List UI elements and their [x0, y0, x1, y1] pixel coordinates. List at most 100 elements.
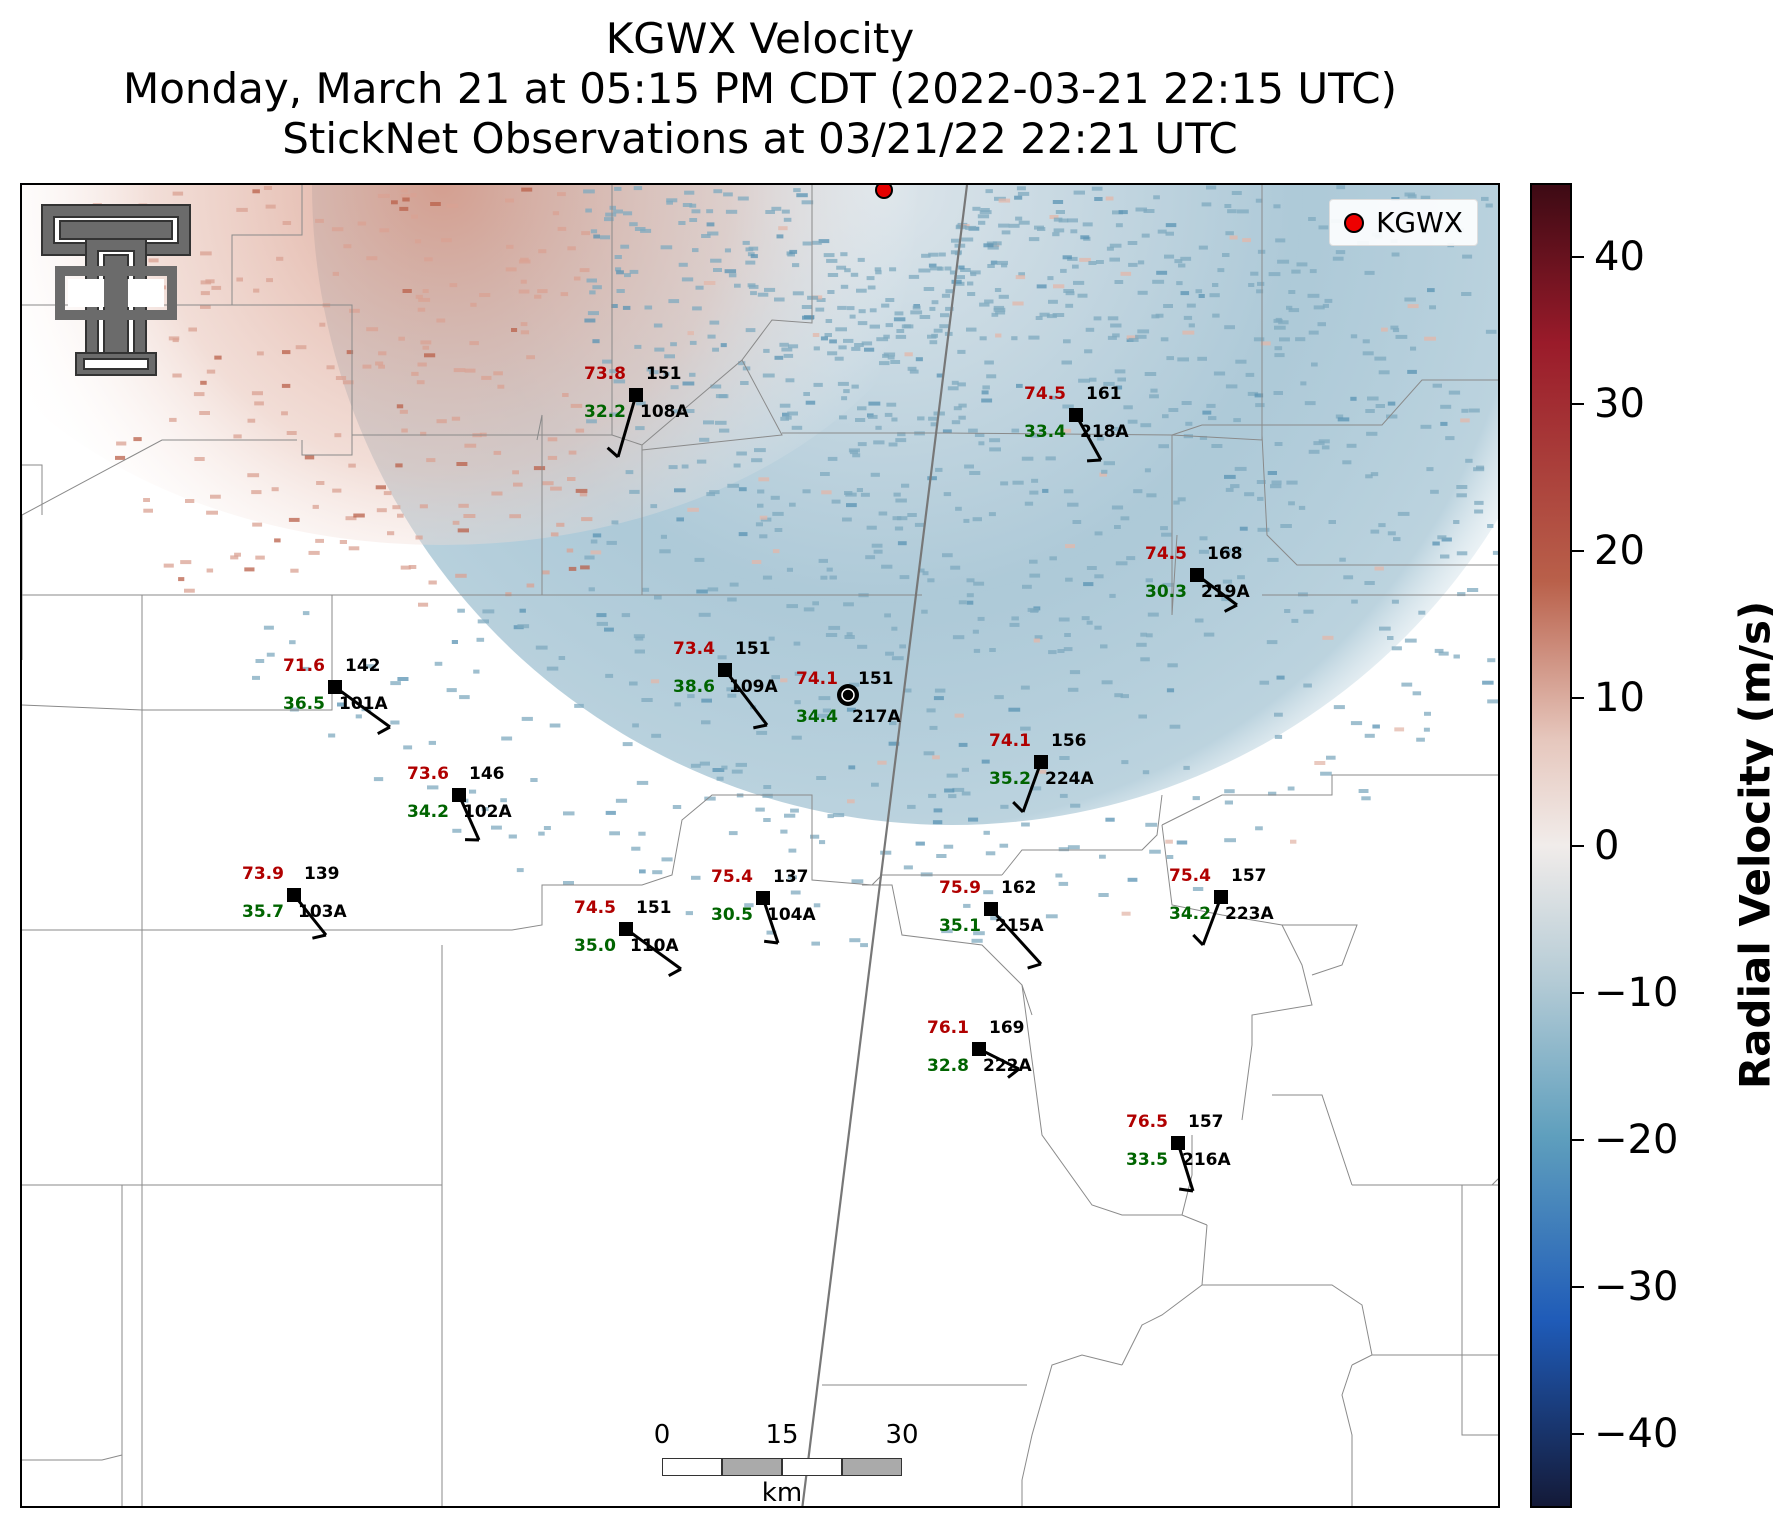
- station-222a[interactable]: 76.1 169 32.8 222A: [927, 1018, 1032, 1079]
- velocity-gate: [827, 351, 838, 356]
- velocity-gate: [727, 483, 740, 488]
- velocity-gate: [348, 546, 360, 551]
- velocity-gate: [312, 504, 319, 509]
- velocity-gate: [894, 311, 904, 316]
- station-pressure: 151: [858, 669, 894, 689]
- velocity-gate: [759, 515, 768, 520]
- station-217a[interactable]: 74.1 151 34.4 217A: [796, 669, 901, 727]
- station-id: 109A: [729, 677, 778, 697]
- station-216a[interactable]: 76.5 157 33.5 216A: [1126, 1112, 1231, 1193]
- velocity-gate: [928, 793, 937, 798]
- velocity-gate: [609, 831, 620, 836]
- county-border: [1121, 1284, 1203, 1366]
- velocity-gate: [1290, 839, 1297, 844]
- velocity-gate: [116, 441, 127, 446]
- velocity-gate: [1424, 711, 1431, 716]
- velocity-gate: [508, 834, 517, 839]
- velocity-gate: [710, 384, 722, 389]
- station-110a[interactable]: 74.5 151 35.0 110A: [574, 898, 682, 977]
- county-border: [142, 595, 333, 711]
- station-temperature: 74.5: [1024, 384, 1066, 404]
- velocity-gate: [1420, 195, 1431, 200]
- velocity-gate: [1091, 186, 1103, 191]
- velocity-gate: [856, 488, 863, 492]
- station-215a[interactable]: 75.9 162 35.1 215A: [939, 878, 1044, 970]
- velocity-gate: [816, 298, 826, 302]
- station-109a[interactable]: 73.4 151 38.6 109A: [673, 639, 778, 730]
- velocity-gate: [1049, 215, 1059, 219]
- velocity-gate: [838, 345, 847, 350]
- velocity-gate: [1065, 577, 1073, 582]
- velocity-gate: [783, 353, 794, 358]
- velocity-gate: [999, 843, 1009, 848]
- velocity-gate: [998, 198, 1011, 203]
- velocity-gate: [1321, 445, 1330, 450]
- station-pressure: 162: [1001, 878, 1037, 898]
- station-104a[interactable]: 75.4 137 30.5 104A: [711, 867, 816, 945]
- velocity-gate: [1224, 474, 1236, 479]
- map-canvas[interactable]: 73.8 151 32.2 108A 74.1 151 34.4 217A 74.5 161 33.…: [22, 185, 1500, 1508]
- velocity-gate: [818, 696, 831, 701]
- velocity-gate: [1387, 401, 1396, 406]
- velocity-gate: [1335, 414, 1344, 419]
- velocity-gate: [567, 246, 576, 251]
- velocity-gate: [666, 198, 678, 203]
- velocity-gate: [1308, 217, 1316, 221]
- station-id: 217A: [852, 707, 901, 727]
- velocity-gate: [1374, 356, 1387, 361]
- velocity-gate: [987, 264, 995, 268]
- station-pressure: 157: [1231, 866, 1267, 886]
- station-102a[interactable]: 73.6 146 34.2 102A: [407, 764, 512, 842]
- velocity-gate: [1274, 346, 1283, 351]
- velocity-gate: [921, 609, 928, 614]
- velocity-gate: [1222, 579, 1233, 584]
- station-101a[interactable]: 71.6 142 36.5 101A: [283, 656, 391, 735]
- station-108a[interactable]: 73.8 151 32.2 108A: [584, 364, 689, 459]
- velocity-gate: [684, 190, 695, 195]
- velocity-gate: [951, 279, 962, 284]
- velocity-gate: [756, 730, 768, 735]
- velocity-gate: [414, 239, 422, 244]
- map-panel[interactable]: 73.8 151 32.2 108A 74.1 151 34.4 217A 74.5 161 33.…: [20, 183, 1500, 1508]
- velocity-gate: [886, 402, 897, 407]
- velocity-gate: [961, 237, 974, 242]
- velocity-gate: [991, 312, 999, 317]
- velocity-gate: [1146, 633, 1153, 638]
- velocity-gate: [622, 742, 633, 747]
- velocity-field: [22, 185, 1498, 948]
- velocity-gate: [942, 553, 953, 558]
- velocity-gate: [200, 304, 211, 309]
- velocity-gate: [1008, 707, 1021, 712]
- velocity-gate: [848, 765, 856, 770]
- velocity-gate: [315, 538, 324, 543]
- velocity-gate: [1390, 325, 1399, 330]
- velocity-gate: [952, 635, 965, 640]
- station-103a[interactable]: 73.9 139 35.7 103A: [242, 864, 347, 940]
- velocity-gate: [1165, 231, 1174, 236]
- velocity-gate: [1440, 554, 1450, 559]
- velocity-gate: [1320, 771, 1332, 776]
- velocity-gate: [616, 289, 625, 293]
- velocity-gate: [1291, 269, 1301, 274]
- velocity-gate: [308, 550, 320, 555]
- velocity-gate: [718, 394, 729, 399]
- velocity-gate: [1225, 487, 1234, 492]
- station-218a[interactable]: 74.5 161 33.4 218A: [1024, 384, 1129, 463]
- velocity-gate: [928, 416, 938, 421]
- title-line-2: Monday, March 21 at 05:15 PM CDT (2022-0…: [122, 64, 1398, 113]
- county-border: [22, 464, 43, 515]
- station-224a[interactable]: 74.1 156 35.2 224A: [989, 731, 1094, 814]
- velocity-gate: [592, 533, 602, 538]
- colorbar-tick-label: −10: [1594, 969, 1679, 1016]
- station-219a[interactable]: 74.5 168 30.3 219A: [1145, 544, 1250, 613]
- velocity-gate: [1166, 688, 1175, 693]
- velocity-gate: [950, 565, 961, 570]
- radar-site-marker[interactable]: [875, 185, 893, 199]
- velocity-gate: [1053, 284, 1065, 289]
- velocity-gate: [802, 489, 811, 494]
- velocity-gate: [1275, 238, 1286, 243]
- velocity-gate: [1288, 290, 1296, 294]
- velocity-gate: [464, 368, 476, 373]
- station-223a[interactable]: 75.4 157 34.2 223A: [1169, 866, 1274, 947]
- velocity-gate: [927, 578, 935, 583]
